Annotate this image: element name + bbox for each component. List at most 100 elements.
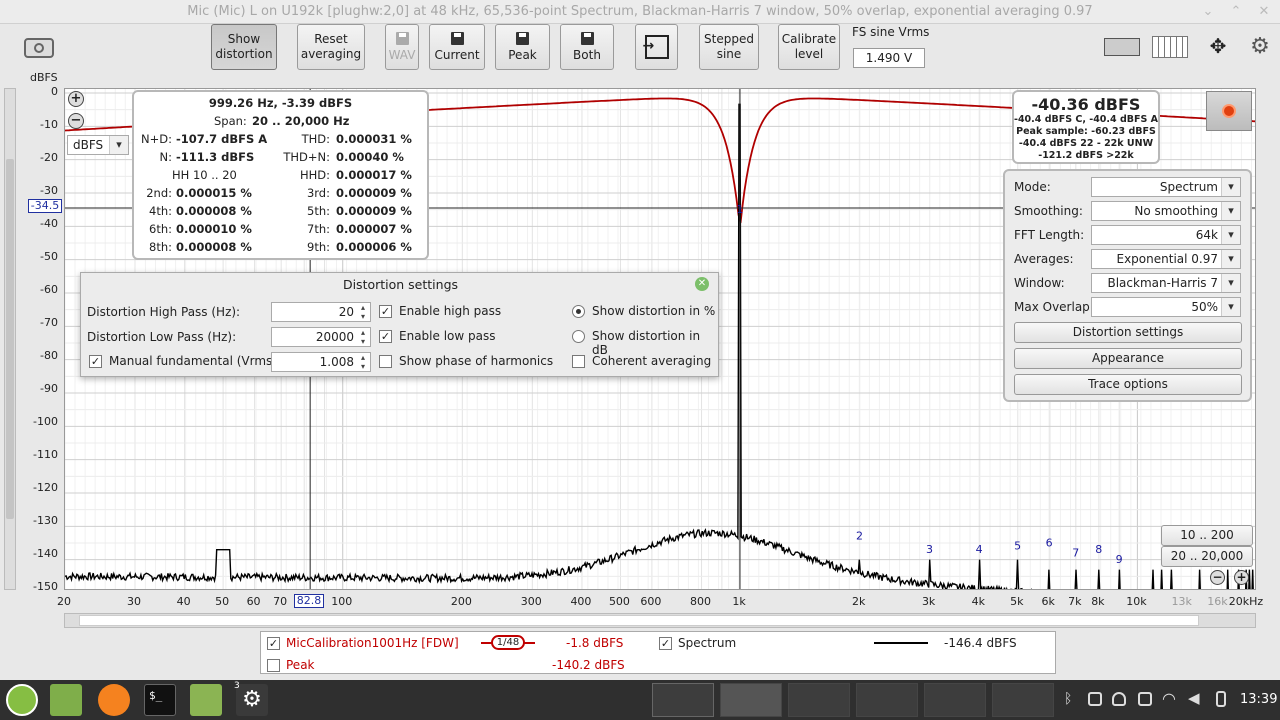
spectrum-checkbox[interactable]: ✓ <box>659 637 672 650</box>
n-value: -111.3 dBFS <box>176 150 255 164</box>
reset-averaging-button[interactable]: Reset averaging <box>297 24 365 70</box>
save-current-button[interactable]: Current <box>429 24 485 70</box>
smoothing-select[interactable]: No smoothing <box>1091 201 1241 221</box>
enable-low-pass-checkbox[interactable]: ✓ <box>379 330 392 343</box>
vertical-scrollbar[interactable] <box>4 88 16 590</box>
wifi-icon[interactable]: ◠ <box>1162 689 1176 708</box>
appearance-button[interactable]: Appearance <box>1014 348 1242 369</box>
import-button[interactable]: → <box>635 24 678 70</box>
harmonic-label: 2 <box>856 530 863 543</box>
distortion-settings-button[interactable]: Distortion settings <box>1014 322 1242 343</box>
smoothing-badge[interactable]: 1/48 <box>491 635 525 650</box>
x-tick-label: 50 <box>215 595 230 608</box>
manual-fundamental-input[interactable]: 1.008 <box>271 352 371 372</box>
taskbar-window-1[interactable] <box>652 683 714 717</box>
horizontal-scrollbar[interactable] <box>64 613 1256 628</box>
show-desktop-icon[interactable] <box>50 684 82 716</box>
x-tick-label: 4k <box>971 595 985 608</box>
stepped-sine-button[interactable]: Stepped sine <box>699 24 759 70</box>
shield-icon[interactable] <box>1112 692 1126 706</box>
camera-icon[interactable] <box>24 38 54 58</box>
spectrum-value: -146.4 dBFS <box>944 636 1017 650</box>
minimize-icon[interactable]: ⌄ <box>1202 4 1214 19</box>
unit-select[interactable]: dBFS <box>67 135 129 155</box>
bluetooth-icon[interactable]: ᛒ <box>1064 691 1073 707</box>
terminal-icon[interactable]: $_ <box>144 684 176 716</box>
averages-label: Averages: <box>1014 252 1074 266</box>
x-zoom-in-icon[interactable]: + <box>1234 570 1249 585</box>
h7-value: 0.000007 % <box>336 222 412 236</box>
y-tick-label: -80 <box>40 349 58 362</box>
battery-icon[interactable] <box>1216 691 1226 707</box>
x-tick-label: 300 <box>520 595 542 608</box>
save-peak-button[interactable]: Peak <box>495 24 550 70</box>
printer-icon[interactable] <box>1138 692 1152 706</box>
record-button[interactable] <box>1206 91 1252 131</box>
taskbar-window-4[interactable] <box>856 683 918 717</box>
nd-label: N+D: <box>141 132 172 146</box>
peak-checkbox[interactable] <box>267 659 280 672</box>
fs-sine-value[interactable]: 1.490 V <box>853 48 925 68</box>
zoom-in-icon[interactable]: + <box>68 91 84 107</box>
layout-icon[interactable] <box>1104 38 1140 56</box>
x-tick-label: 800 <box>690 595 712 608</box>
x-tick-label: 16k <box>1207 595 1228 608</box>
enable-high-pass-checkbox[interactable]: ✓ <box>379 305 392 318</box>
coherent-averaging-label: Coherent averaging <box>592 354 712 368</box>
averages-select[interactable]: Exponential 0.97 <box>1091 249 1241 269</box>
window-select[interactable]: Blackman-Harris 7 <box>1091 273 1241 293</box>
clipboard-icon[interactable] <box>1088 692 1102 706</box>
scroll-thumb[interactable] <box>79 615 1199 626</box>
range-20-20000-button[interactable]: 20 .. 20,000 <box>1161 546 1253 567</box>
columns-icon[interactable] <box>1152 36 1188 58</box>
level-weighted: -40.4 dBFS C, -40.4 dBFS A <box>1014 114 1158 125</box>
fft-length-select[interactable]: 64k <box>1091 225 1241 245</box>
manual-fundamental-checkbox[interactable]: ✓ <box>89 355 102 368</box>
show-distortion-button[interactable]: Show distortion <box>211 24 277 70</box>
high-pass-input[interactable]: 20 <box>271 302 371 322</box>
calibrate-level-button[interactable]: Calibrate level <box>778 24 840 70</box>
range-10-200-button[interactable]: 10 .. 200 <box>1161 525 1253 546</box>
x-tick-label: 40 <box>176 595 191 608</box>
window-count-badge: 3 <box>234 681 240 691</box>
show-phase-checkbox[interactable] <box>379 355 392 368</box>
maximize-icon[interactable]: ⌃ <box>1230 4 1242 19</box>
move-arrows-icon[interactable]: ✥ <box>1209 34 1227 58</box>
fs-sine-label: FS sine Vrms <box>852 25 930 39</box>
x-zoom-out-icon[interactable]: − <box>1210 570 1225 585</box>
firefox-icon[interactable] <box>98 684 130 716</box>
cursor-y-readout: -34.5 <box>28 199 62 213</box>
harmonic-label: 1 <box>736 203 743 216</box>
trace-checkbox[interactable]: ✓ <box>267 637 280 650</box>
h4-value: 0.000008 % <box>176 204 252 218</box>
taskbar-window-6[interactable] <box>992 683 1054 717</box>
wav-button[interactable]: WAV <box>385 24 419 70</box>
low-pass-input[interactable]: 20000 <box>271 327 371 347</box>
taskbar-window-2[interactable] <box>720 683 782 717</box>
dialog-close-icon[interactable]: ✕ <box>695 277 709 291</box>
settings-app-icon[interactable]: ⚙ <box>236 684 268 716</box>
taskbar-window-3[interactable] <box>788 683 850 717</box>
volume-icon[interactable]: ◀ <box>1188 689 1200 707</box>
h3-label: 3rd: <box>306 186 330 200</box>
trace-name[interactable]: MicCalibration1001Hz [FDW] <box>286 636 459 650</box>
save-both-button[interactable]: Both <box>560 24 614 70</box>
peak-name[interactable]: Peak <box>286 658 315 672</box>
thdn-value: 0.00040 % <box>336 150 404 164</box>
coherent-averaging-checkbox[interactable] <box>572 355 585 368</box>
y-tick-label: -110 <box>33 448 58 461</box>
gear-icon[interactable]: ⚙ <box>1250 34 1270 59</box>
n-label: N: <box>159 150 172 164</box>
show-db-radio[interactable] <box>572 330 585 343</box>
overlap-select[interactable]: 50% <box>1091 297 1241 317</box>
menu-icon[interactable] <box>6 684 38 716</box>
show-percent-radio[interactable] <box>572 305 585 318</box>
fundamental-readout: 999.26 Hz, -3.39 dBFS <box>208 96 353 110</box>
close-icon[interactable]: ✕ <box>1258 4 1270 19</box>
trace-options-button[interactable]: Trace options <box>1014 374 1242 395</box>
mode-select[interactable]: Spectrum <box>1091 177 1241 197</box>
files-icon[interactable] <box>190 684 222 716</box>
zoom-out-icon[interactable]: − <box>68 113 84 129</box>
spectrum-name[interactable]: Spectrum <box>678 636 737 650</box>
taskbar-window-5[interactable] <box>924 683 986 717</box>
